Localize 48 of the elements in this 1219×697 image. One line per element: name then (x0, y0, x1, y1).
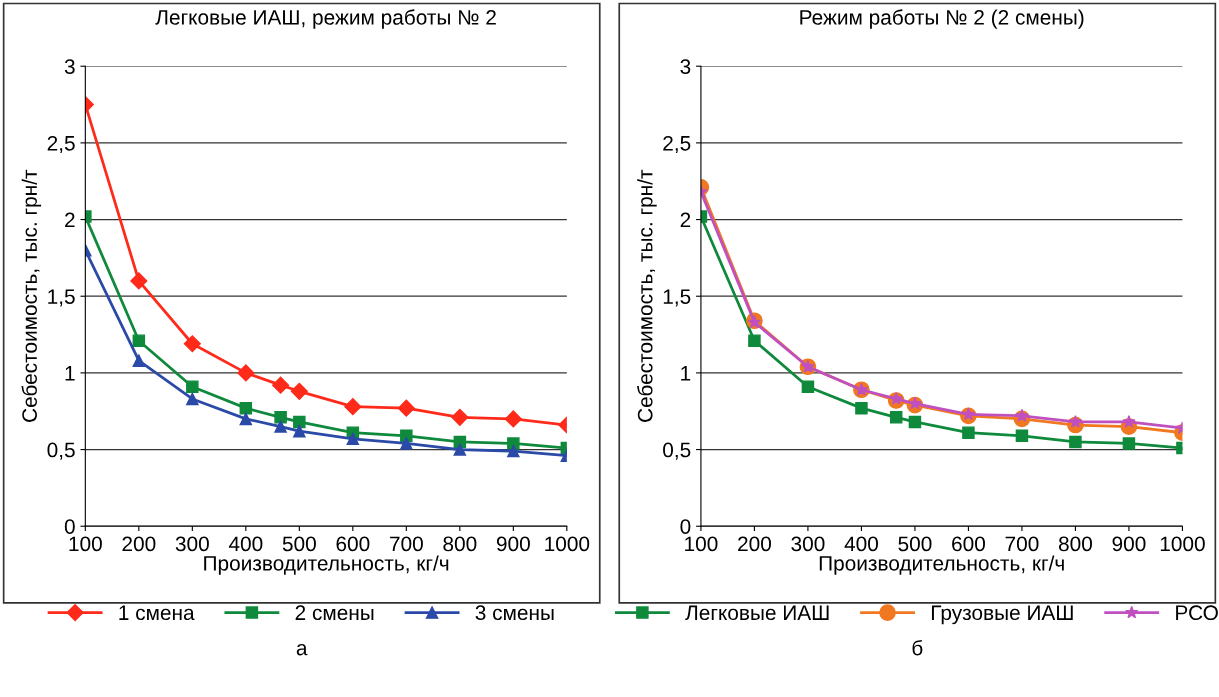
legend-label: 3 смены (475, 605, 554, 621)
y-tick-label: 0,5 (47, 442, 75, 460)
x-tick-label: 500 (282, 536, 316, 552)
y-tick-label: 1,5 (48, 289, 75, 307)
x-tick-label: 1000 (1160, 536, 1205, 552)
y-tick-label: 1 (65, 366, 75, 381)
x-tick-label: 100 (685, 536, 718, 552)
legend-label: Грузовые ИАШ (931, 605, 1073, 625)
y-tick-label: 3 (680, 59, 691, 74)
y-tick-label: 3 (64, 59, 75, 74)
x-tick-label: 900 (496, 536, 530, 552)
y-tick-label: 2 (65, 212, 75, 228)
y-tick-label: 0 (680, 519, 691, 534)
y-axis-title: Себестоимость, тыс. грн/т (21, 169, 42, 422)
x-tick-label: 200 (738, 536, 771, 552)
y-tick-label: 1,5 (663, 289, 691, 307)
x-tick-label: 300 (175, 536, 209, 552)
x-tick-label: 200 (122, 536, 156, 552)
legend-label: РСО (1176, 605, 1218, 621)
legend-label: Легковые ИАШ (685, 605, 829, 621)
text: б (912, 639, 923, 656)
x-tick-label: 700 (390, 536, 423, 552)
x-tick-label: 600 (336, 536, 370, 552)
x-tick-label: 100 (69, 536, 102, 552)
x-tick-label: 800 (443, 536, 477, 552)
x-tick-label: 300 (791, 536, 825, 552)
y-tick-label: 2,5 (47, 135, 75, 154)
x-axis-title: Производительность, кг/ч (204, 555, 449, 575)
x-tick-label: 800 (1058, 536, 1092, 552)
x-tick-label: 900 (1112, 536, 1146, 552)
y-tick-label: 0,5 (663, 442, 691, 460)
y-tick-label: 0 (64, 519, 75, 534)
legend-label: 2 смены (295, 605, 374, 621)
y-axis-title: Себестоимость, тыс. грн/т (637, 169, 657, 422)
x-axis-title: Производительность, кг/ч (819, 555, 1064, 575)
text: а (296, 643, 308, 656)
x-tick-label: 500 (898, 536, 932, 552)
x-tick-label: 1000 (545, 536, 590, 552)
x-tick-label: 400 (228, 536, 263, 552)
x-tick-label: 700 (1005, 536, 1039, 552)
x-tick-label: 600 (952, 536, 985, 552)
x-tick-label: 400 (844, 536, 878, 552)
y-tick-label: 2 (680, 212, 691, 228)
y-tick-label: 1 (681, 366, 691, 381)
chart-title: Легковые ИАШ, режим работы № 2 (155, 9, 496, 29)
chart-title: Режим работы № 2 (2 смены) (800, 9, 1084, 29)
legend-label: 1 смена (119, 605, 195, 621)
y-tick-label: 2,5 (663, 135, 691, 154)
